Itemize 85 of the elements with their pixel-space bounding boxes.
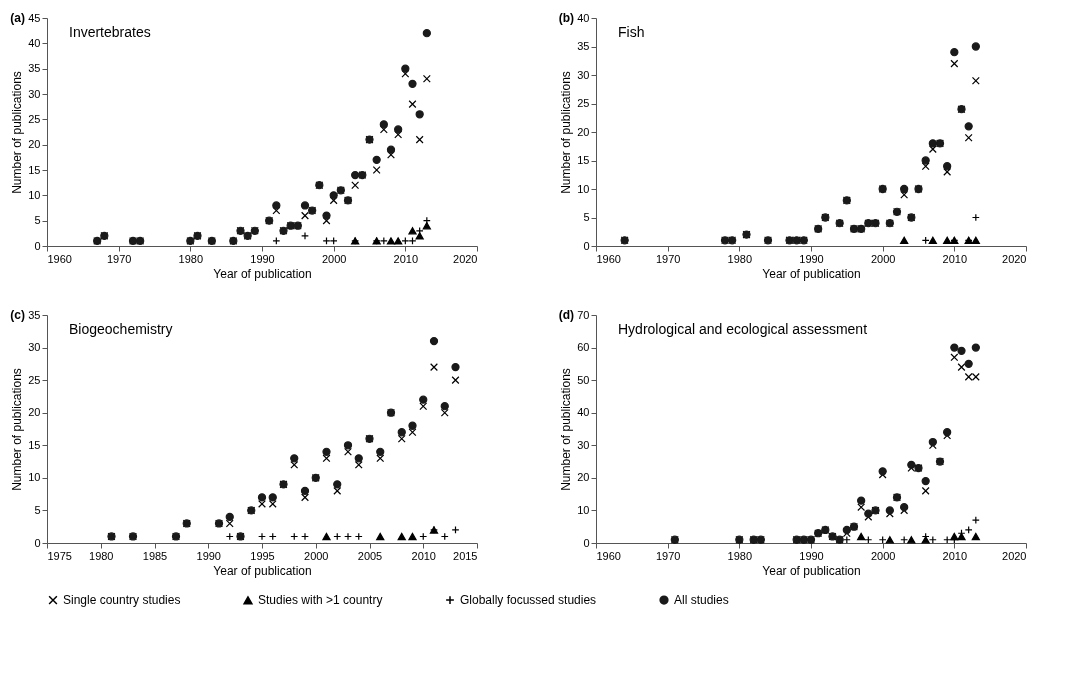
x-tick-label: 2005 [357, 549, 383, 562]
x-tick-label: 2010 [411, 549, 436, 562]
x-tick-label: 1990 [799, 252, 824, 265]
x-tick-label: 2000 [870, 252, 896, 265]
y-tick-label: 50 [577, 373, 590, 386]
y-tick-label: 10 [28, 471, 41, 484]
chart-title: Biogeochemistry [69, 321, 173, 337]
x-tick-label: 2015 [453, 549, 478, 562]
y-tick-label: 15 [28, 438, 41, 451]
text: (a) [10, 11, 25, 25]
chart-title: Invertebrates [69, 24, 151, 40]
y-tick-label: 35 [577, 40, 590, 52]
y-tick-label: 30 [28, 87, 41, 100]
y-tick-label: 40 [577, 11, 590, 24]
x-tick-label: 2010 [942, 252, 968, 265]
y-tick-label: 70 [577, 308, 590, 321]
x-tick-label: 1990 [250, 252, 275, 265]
x-tick-label: 1980 [727, 549, 753, 562]
text: (b) [558, 11, 574, 25]
x-axis-title: Year of publication [762, 563, 861, 578]
x-tick-label: 2020 [1002, 252, 1027, 265]
y-tick-label: 25 [28, 373, 41, 386]
x-tick-label: 1980 [178, 252, 204, 265]
y-tick-label: 0 [583, 239, 590, 252]
y-tick-label: 10 [577, 182, 590, 195]
x-tick-label: 1990 [196, 549, 221, 562]
y-tick-label: 20 [28, 406, 41, 419]
x-tick-label: 1975 [47, 549, 72, 562]
legend-label: All studies [674, 593, 729, 608]
y-tick-label: 25 [28, 112, 41, 125]
y-tick-label: 0 [34, 536, 41, 549]
legend-label: Globally focussed studies [460, 593, 597, 608]
y-tick-label: 10 [577, 503, 590, 516]
x-tick-label: 1980 [727, 252, 753, 265]
x-tick-label: 2010 [942, 549, 968, 562]
x-tick-label: 1960 [47, 252, 72, 265]
x-tick-label: 1990 [799, 549, 824, 562]
y-tick-label: 30 [28, 341, 41, 354]
y-tick-label: 35 [28, 308, 41, 321]
text: (c) [10, 308, 25, 322]
y-tick-label: 0 [583, 536, 590, 549]
y-tick-label: 5 [34, 503, 41, 516]
x-tick-label: 1970 [655, 549, 681, 562]
y-axis-title: Number of publications [10, 368, 25, 491]
y-axis-title: Number of publications [10, 71, 25, 194]
y-tick-label: 10 [28, 188, 41, 201]
y-tick-label: 30 [577, 68, 590, 81]
y-tick-label: 25 [577, 97, 590, 109]
y-tick-label: 45 [28, 11, 41, 24]
x-tick-label: 1960 [596, 549, 621, 562]
y-tick-label: 5 [34, 214, 41, 227]
x-tick-label: 2020 [453, 252, 478, 265]
x-axis-title: Year of publication [213, 563, 312, 578]
y-tick-label: 20 [577, 125, 590, 138]
y-tick-label: 60 [577, 341, 590, 354]
y-tick-label: 15 [28, 163, 41, 176]
x-axis-title: Year of publication [762, 266, 861, 281]
legend-label: Single country studies [63, 593, 181, 608]
y-axis-title: Number of publications [559, 71, 574, 194]
x-tick-label: 2020 [1002, 549, 1027, 562]
x-tick-label: 2000 [870, 549, 896, 562]
x-tick-label: 1995 [250, 549, 275, 562]
y-tick-label: 40 [28, 36, 41, 49]
y-tick-label: 30 [577, 438, 590, 451]
y-tick-label: 40 [577, 406, 590, 419]
y-tick-label: 0 [34, 239, 41, 252]
x-tick-label: 1970 [655, 252, 681, 265]
text: (d) [558, 308, 574, 322]
y-tick-label: 15 [577, 154, 590, 166]
y-tick-label: 20 [577, 471, 590, 484]
x-tick-label: 1985 [142, 549, 168, 562]
y-tick-label: 5 [583, 211, 590, 223]
x-tick-label: 1960 [596, 252, 621, 265]
chart-title: Hydrological and ecological assessment [618, 321, 868, 337]
chart-title: Fish [618, 24, 645, 40]
y-tick-label: 35 [28, 62, 41, 75]
x-tick-label: 2000 [321, 252, 347, 265]
y-axis-title: Number of publications [559, 368, 574, 491]
y-tick-label: 20 [28, 138, 41, 151]
x-tick-label: 2000 [304, 549, 329, 562]
x-axis-title: Year of publication [213, 266, 312, 281]
legend-label: Studies with >1 country [258, 593, 383, 608]
x-tick-label: 1980 [89, 549, 114, 562]
x-tick-label: 1970 [106, 252, 132, 265]
x-tick-label: 2010 [393, 252, 419, 265]
